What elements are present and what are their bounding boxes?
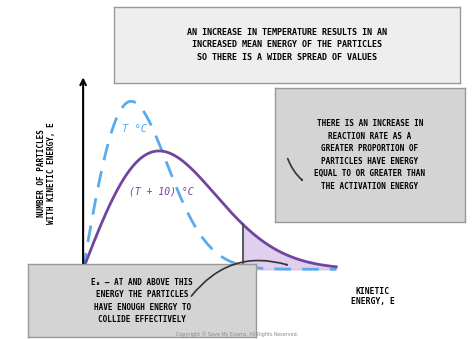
Text: NUMBER OF PARTICLES
WITH KINETIC ENERGY, E: NUMBER OF PARTICLES WITH KINETIC ENERGY,… (37, 122, 56, 224)
Text: T °C: T °C (122, 124, 147, 134)
Text: (T + 10) °C: (T + 10) °C (128, 187, 193, 197)
Text: 0: 0 (80, 277, 86, 287)
Text: Copyright © Save My Exams. All Rights Reserved.: Copyright © Save My Exams. All Rights Re… (176, 332, 298, 337)
Text: 0: 0 (71, 271, 77, 281)
Text: KINETIC
ENERGY, E: KINETIC ENERGY, E (351, 287, 394, 306)
Text: AN INCREASE IN TEMPERATURE RESULTS IN AN
INCREASED MEAN ENERGY OF THE PARTICLES
: AN INCREASE IN TEMPERATURE RESULTS IN AN… (187, 28, 387, 62)
Text: THERE IS AN INCREASE IN
REACTION RATE AS A
GREATER PROPORTION OF
PARTICLES HAVE : THERE IS AN INCREASE IN REACTION RATE AS… (314, 119, 425, 191)
Text: Eₐ – AT AND ABOVE THIS
ENERGY THE PARTICLES
HAVE ENOUGH ENERGY TO
COLLIDE EFFECT: Eₐ – AT AND ABOVE THIS ENERGY THE PARTIC… (91, 278, 193, 324)
